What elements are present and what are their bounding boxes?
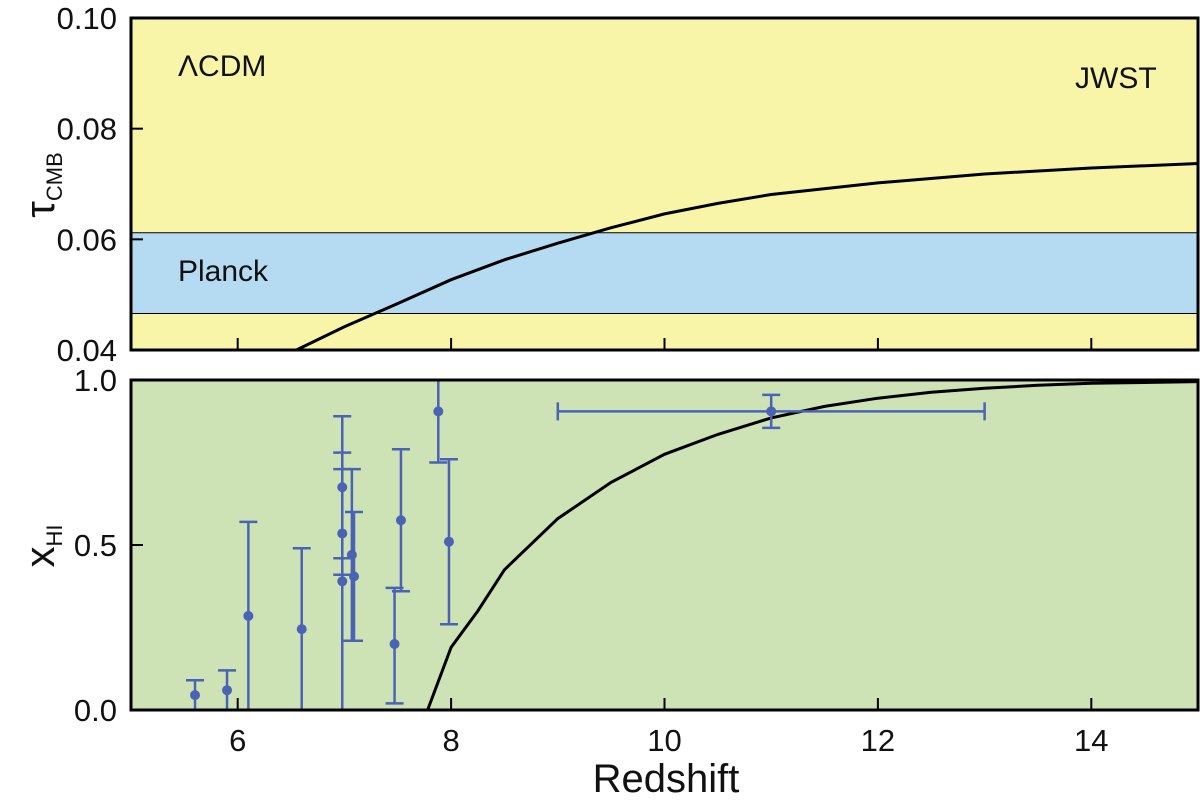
bottom-ytick-labels: 0.0 0.5 1.0	[74, 363, 117, 728]
top-y-axis-label: τCMB	[16, 152, 67, 217]
bottom-data-points	[186, 380, 986, 710]
top-panel: 0.04 0.06 0.08 0.10 ΛCDM JWST Planck τCMB	[16, 1, 1200, 368]
top-ytick-label: 0.06	[57, 222, 117, 257]
data-marker	[349, 571, 360, 582]
bottom-xtick-label: 14	[1074, 723, 1108, 758]
bottom-ytick-label: 0.0	[74, 693, 117, 728]
bottom-xtick-labels: 6 8 10 12 14	[229, 723, 1108, 758]
data-point	[292, 547, 311, 710]
data-point	[239, 520, 258, 710]
top-y-axis-label-sub: CMB	[42, 152, 67, 201]
bottom-xtick-label: 6	[229, 723, 246, 758]
data-point	[333, 467, 352, 710]
bottom-ytick-label: 0.5	[74, 528, 117, 563]
bottom-y-axis-label-main: x	[16, 547, 63, 568]
data-marker	[346, 549, 357, 560]
bottom-xtick-label: 12	[861, 723, 895, 758]
bottom-panel-background	[131, 380, 1198, 710]
data-point	[556, 393, 986, 430]
data-marker	[337, 576, 348, 587]
top-ytick-label: 0.08	[57, 112, 117, 147]
top-y-axis-label-main: τ	[16, 201, 63, 218]
data-point	[439, 457, 458, 626]
planck-band	[131, 232, 1198, 314]
top-ticks	[131, 17, 1093, 351]
data-point	[345, 510, 364, 642]
bottom-xtick-label: 10	[647, 723, 681, 758]
bottom-xtick-label: 8	[442, 723, 459, 758]
data-point	[186, 679, 205, 710]
top-model-curve	[295, 162, 1199, 352]
lcdm-label: ΛCDM	[178, 50, 266, 83]
bottom-y-axis-label-sub: HI	[42, 525, 67, 547]
data-marker	[443, 536, 454, 547]
top-ytick-label: 0.04	[57, 333, 117, 368]
planck-band-edges	[131, 232, 1198, 314]
data-point	[429, 380, 448, 464]
x-axis-label: Redshift	[593, 757, 740, 801]
bottom-panel: 0.0 0.5 1.0 6 8 10 12 14 xHI Redshift	[16, 363, 1200, 801]
data-point	[391, 448, 410, 593]
data-marker	[296, 624, 307, 635]
data-point	[218, 669, 237, 710]
data-marker	[766, 406, 777, 417]
data-marker	[190, 690, 201, 701]
data-marker	[433, 406, 444, 417]
top-ytick-label: 0.10	[57, 1, 117, 36]
bottom-model-curve	[426, 380, 1199, 711]
data-marker	[389, 639, 400, 649]
data-marker	[395, 515, 406, 526]
planck-label: Planck	[178, 255, 269, 288]
bottom-y-axis-label: xHI	[16, 525, 67, 568]
top-ytick-labels: 0.04 0.06 0.08 0.10	[57, 1, 117, 368]
bottom-ticks	[131, 379, 1093, 711]
jwst-label: JWST	[1075, 62, 1157, 95]
data-marker	[243, 610, 254, 621]
bottom-ytick-label: 1.0	[74, 363, 117, 398]
data-marker	[222, 685, 233, 696]
